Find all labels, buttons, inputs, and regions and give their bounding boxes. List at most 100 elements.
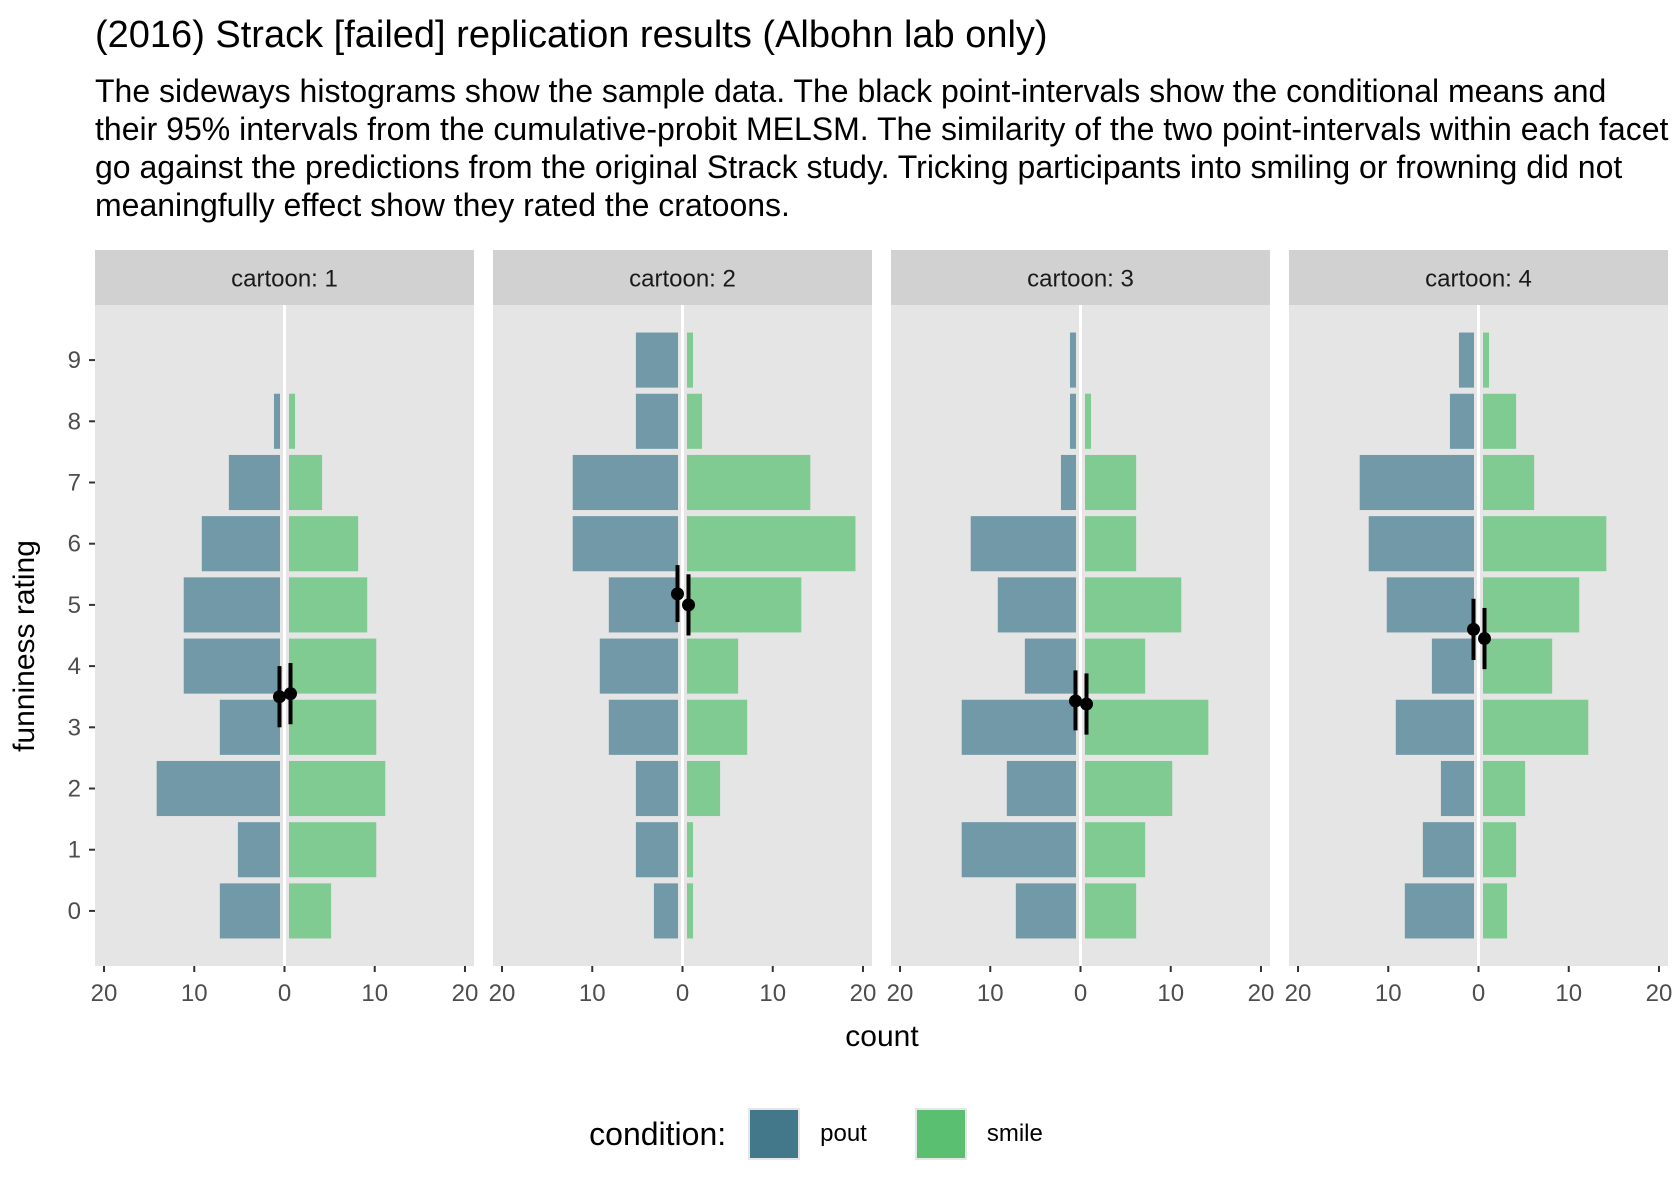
bar-smile-rating-6 [1085, 516, 1137, 572]
bar-pout-rating-3 [608, 699, 679, 755]
x-tick-label: 20 [887, 980, 914, 1007]
bar-smile-rating-5 [1085, 577, 1182, 633]
bar-smile-rating-8 [687, 393, 703, 449]
x-tick-label: 0 [676, 980, 689, 1007]
bar-smile-rating-1 [687, 822, 694, 878]
bar-smile-rating-1 [289, 822, 377, 878]
chart-title: (2016) Strack [failed] replication resul… [95, 14, 1048, 56]
bar-smile-rating-2 [1085, 760, 1173, 817]
bar-pout-rating-2 [1440, 760, 1475, 817]
bar-smile-rating-2 [289, 760, 386, 817]
y-tick-label: 1 [68, 837, 81, 864]
legend-item-smile: smile [914, 1108, 1091, 1160]
bar-smile-rating-3 [687, 699, 748, 755]
bar-pout-rating-5 [1386, 577, 1475, 633]
legend-key-pout [748, 1108, 801, 1160]
bar-smile-rating-7 [1085, 454, 1137, 511]
bar-pout-rating-6 [201, 516, 281, 572]
mean-point-smile [1080, 697, 1093, 711]
x-tick-label: 20 [1646, 980, 1673, 1007]
y-axis: 0 1 2 3 4 5 6 7 8 9 [68, 347, 95, 925]
bar-pout-rating-3 [961, 699, 1077, 755]
x-tick-label: 0 [1472, 980, 1485, 1007]
x-tick-label: 10 [181, 980, 208, 1007]
bar-smile-rating-8 [1483, 393, 1517, 449]
mean-point-pout [273, 690, 286, 704]
mean-point-smile [1478, 632, 1491, 646]
bar-pout-rating-8 [1449, 393, 1475, 449]
bar-pout-rating-1 [1422, 822, 1475, 878]
bar-pout-rating-7 [1060, 454, 1077, 511]
legend: condition: pout smile [0, 1108, 1680, 1160]
bar-smile-rating-5 [687, 577, 802, 633]
bar-pout-rating-6 [970, 516, 1077, 572]
mean-point-pout [1069, 694, 1082, 708]
bar-pout-rating-3 [1395, 699, 1475, 755]
bar-pout-rating-9 [1458, 332, 1475, 388]
bar-smile-rating-0 [687, 883, 694, 939]
bar-pout-rating-0 [1015, 883, 1077, 939]
legend-label-smile: smile [986, 1120, 1043, 1147]
x-tick-label: 10 [579, 980, 606, 1007]
x-tick-label: 20 [1285, 980, 1312, 1007]
bar-smile-rating-4 [289, 638, 377, 694]
bar-pout-rating-7 [228, 454, 281, 511]
bar-pout-rating-1 [961, 822, 1077, 878]
bar-smile-rating-5 [1483, 577, 1580, 633]
mean-point-pout [671, 587, 684, 601]
y-tick-label: 0 [68, 898, 81, 925]
bar-smile-rating-7 [1483, 454, 1535, 511]
bar-pout-rating-1 [635, 822, 679, 878]
facet-panel-1: cartoon: 1 20 10 0 10 20 [91, 250, 479, 1007]
y-tick-label: 3 [68, 714, 81, 741]
facet-strip-label: cartoon: 1 [231, 266, 338, 293]
facet-strip [493, 250, 872, 305]
bar-smile-rating-3 [1483, 699, 1589, 755]
bar-pout-rating-0 [219, 883, 281, 939]
facet-strip [95, 250, 474, 305]
bar-smile-rating-3 [289, 699, 377, 755]
bar-pout-rating-6 [1368, 516, 1475, 572]
bar-smile-rating-7 [289, 454, 323, 511]
bar-smile-rating-2 [687, 760, 721, 817]
x-tick-label: 10 [759, 980, 786, 1007]
bar-pout-rating-5 [183, 577, 281, 633]
x-tick-label: 20 [452, 980, 479, 1007]
x-tick-label: 20 [850, 980, 877, 1007]
facet-strip [1289, 250, 1668, 305]
bar-smile-rating-0 [1085, 883, 1137, 939]
x-tick-label: 10 [977, 980, 1004, 1007]
bar-smile-rating-1 [1483, 822, 1517, 878]
bar-pout-rating-5 [608, 577, 679, 633]
legend-key-smile [914, 1108, 967, 1160]
bar-smile-rating-8 [1085, 393, 1092, 449]
x-tick-label: 10 [1157, 980, 1184, 1007]
y-tick-label: 4 [68, 653, 81, 680]
bar-pout-rating-4 [183, 638, 281, 694]
facet-panel-4: cartoon: 4 20 10 0 10 20 [1285, 250, 1673, 1007]
y-tick-label: 2 [68, 776, 81, 803]
bar-pout-rating-4 [1431, 638, 1475, 694]
bar-pout-rating-9 [1069, 332, 1077, 388]
facet-panel-2: cartoon: 2 20 10 0 10 20 [489, 250, 877, 1007]
legend-item-pout: pout [748, 1108, 915, 1160]
bar-smile-rating-6 [289, 516, 359, 572]
x-tick-label: 0 [1074, 980, 1087, 1007]
bar-smile-rating-9 [687, 332, 694, 388]
bar-smile-rating-3 [1085, 699, 1209, 755]
bar-pout-rating-2 [1006, 760, 1077, 817]
legend-title: condition: [589, 1115, 727, 1152]
bar-pout-rating-8 [1069, 393, 1077, 449]
bar-pout-rating-7 [1359, 454, 1475, 511]
facet-strip-label: cartoon: 3 [1027, 266, 1134, 293]
bar-pout-rating-2 [156, 760, 281, 817]
mean-point-smile [682, 598, 695, 612]
x-tick-label: 20 [91, 980, 118, 1007]
bar-pout-rating-4 [1024, 638, 1077, 694]
y-tick-label: 9 [68, 347, 81, 374]
y-tick-label: 5 [68, 592, 81, 619]
bar-pout-rating-0 [1404, 883, 1475, 939]
bar-smile-rating-9 [1483, 332, 1490, 388]
